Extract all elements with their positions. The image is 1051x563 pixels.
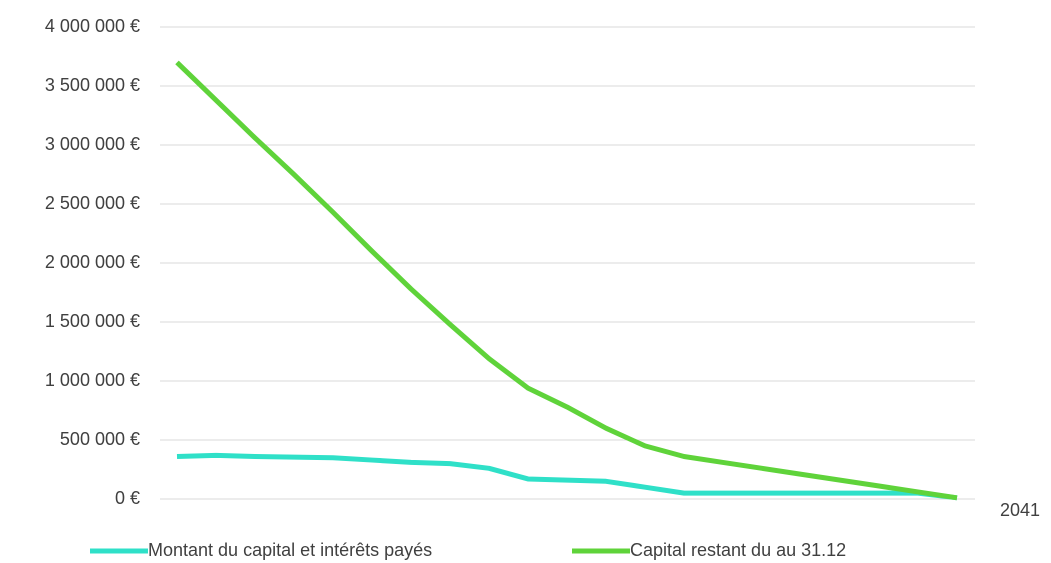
line-series	[176, 452, 958, 501]
y-tick-label: 3 000 000 €	[45, 134, 140, 154]
x-tick-label: 2041	[1000, 500, 1040, 520]
legend-label: Capital restant du au 31.12	[630, 540, 846, 560]
y-tick-label: 1 000 000 €	[45, 370, 140, 390]
line-series	[175, 60, 958, 501]
y-tick-label: 2 000 000 €	[45, 252, 140, 272]
y-tick-label: 500 000 €	[60, 429, 140, 449]
y-tick-label: 3 500 000 €	[45, 75, 140, 95]
y-tick-label: 1 500 000 €	[45, 311, 140, 331]
y-tick-label: 4 000 000 €	[45, 16, 140, 36]
y-tick-label: 0 €	[115, 488, 140, 508]
y-tick-label: 2 500 000 €	[45, 193, 140, 213]
legend-label: Montant du capital et intérêts payés	[148, 540, 432, 560]
